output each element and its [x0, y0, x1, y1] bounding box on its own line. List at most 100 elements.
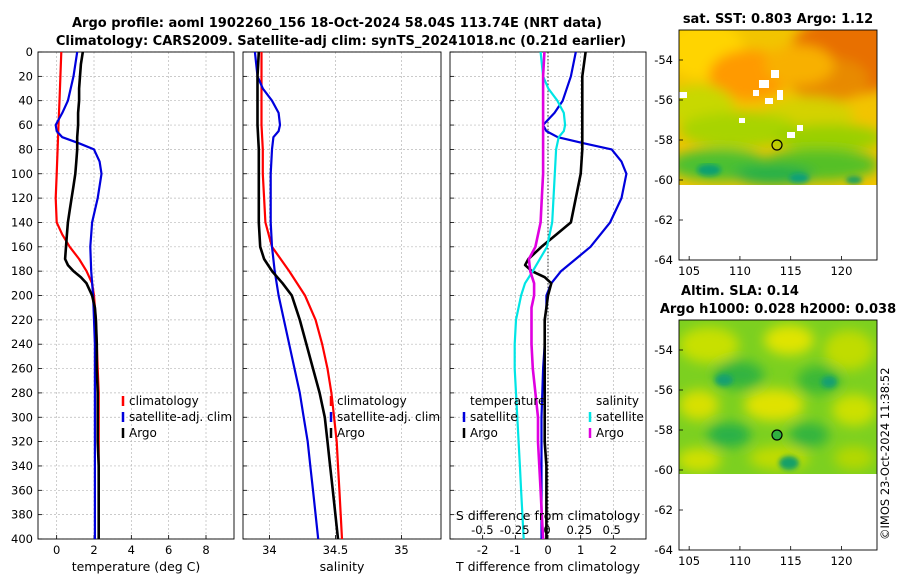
y-tick-label: 320 — [11, 435, 33, 449]
difference-legend: temperature satellite Argo salinity sate… — [462, 394, 644, 440]
y-tick-label: 0 — [26, 45, 33, 59]
map-x-tick-label: 110 — [729, 554, 751, 568]
legend-label-satellite: satellite-adj. clim — [337, 410, 440, 424]
x-tick-label-top: 0.25 — [567, 523, 593, 537]
legend-label-t-satellite: satellite — [470, 410, 518, 424]
temperature-legend: climatology satellite-adj. clim Argo — [121, 394, 232, 440]
salinity-xlabel: salinity — [320, 559, 365, 574]
imos-watermark: ©IMOS 23-Oct-2024 11:38:52 — [878, 367, 892, 540]
x-tick-label: -2 — [477, 543, 488, 557]
y-tick-label: 40 — [18, 94, 33, 108]
legend-title-salinity: salinity — [596, 394, 639, 408]
map-x-tick-label: 120 — [830, 264, 852, 278]
series-line-climatology — [260, 52, 344, 539]
x-tick-label: 8 — [202, 543, 209, 557]
map-y-tick-label: -54 — [654, 53, 673, 67]
argo-position-marker — [771, 139, 783, 151]
legend-label-s-argo: Argo — [596, 426, 624, 440]
x-tick-label: -1 — [510, 543, 521, 557]
map-x-tick-label: 105 — [678, 264, 700, 278]
sla-map-title: Altim. SLA: 0.14 — [681, 284, 799, 299]
map-x-tick-label: 110 — [729, 264, 751, 278]
sla-map-image — [679, 320, 877, 550]
sla-map-subtitle: Argo h1000: 0.028 h2000: 0.038 — [660, 302, 896, 317]
y-tick-label: 100 — [11, 167, 33, 181]
legend-label-satellite: satellite-adj. clim — [129, 410, 232, 424]
x-tick-label: 4 — [128, 543, 135, 557]
map-y-tick-label: -60 — [654, 463, 673, 477]
x-tick-label: 34.5 — [323, 543, 349, 557]
y-tick-label: 140 — [11, 215, 33, 229]
map-y-tick-label: -64 — [654, 543, 673, 557]
x-tick-label: 35 — [394, 543, 409, 557]
legend-title-temperature: temperature — [470, 394, 545, 408]
series-line-satellite-adj-clim — [253, 52, 320, 539]
y-tick-label: 240 — [11, 337, 33, 351]
series-line-argo — [63, 52, 100, 539]
legend-label-climatology: climatology — [129, 394, 199, 408]
map-y-tick-label: -56 — [654, 383, 673, 397]
y-tick-label: 340 — [11, 459, 33, 473]
map-x-tick-label: 115 — [780, 554, 802, 568]
temperature-panel: 0204060801001201401601802002202402602803… — [11, 45, 235, 574]
x-tick-label: 1 — [577, 543, 584, 557]
series-line-satellite-adj-clim — [54, 52, 103, 539]
map-x-tick-label: 120 — [830, 554, 852, 568]
x-tick-label: 0 — [53, 543, 60, 557]
map-y-tick-label: -58 — [654, 133, 673, 147]
y-tick-label: 260 — [11, 362, 33, 376]
sla-map-frame — [678, 319, 878, 551]
legend-label-s-satellite: satellite — [596, 410, 644, 424]
legend-label-argo: Argo — [337, 426, 365, 440]
main-title-line2: Climatology: CARS2009. Satellite-adj cli… — [56, 34, 626, 49]
series-line-s-argo — [527, 52, 546, 539]
sst-map-image — [679, 30, 877, 260]
y-tick-label: 200 — [11, 289, 33, 303]
y-tick-label: 360 — [11, 483, 33, 497]
series-line-t-argo — [523, 52, 587, 539]
map-x-tick-label: 115 — [780, 264, 802, 278]
legend-label-t-argo: Argo — [470, 426, 498, 440]
x-tick-label: 6 — [165, 543, 172, 557]
y-tick-label: 280 — [11, 386, 33, 400]
x-tick-label-top: 0.5 — [603, 523, 621, 537]
map-y-tick-label: -54 — [654, 343, 673, 357]
y-tick-label: 400 — [11, 532, 33, 546]
sst-map-frame — [678, 29, 878, 261]
x-tick-label: 0 — [544, 543, 551, 557]
map-y-tick-label: -62 — [654, 213, 673, 227]
y-tick-label: 160 — [11, 240, 33, 254]
x-tick-label: 2 — [610, 543, 617, 557]
x-tick-label: 34 — [262, 543, 277, 557]
map-y-tick-label: -56 — [654, 93, 673, 107]
series-line-argo — [256, 52, 340, 539]
y-tick-label: 80 — [18, 142, 33, 156]
map-y-tick-label: -58 — [654, 423, 673, 437]
temperature-xlabel: temperature (deg C) — [72, 559, 201, 574]
series-line-s-satellite — [513, 52, 567, 539]
sst-map-title: sat. SST: 0.803 Argo: 1.12 — [683, 12, 873, 27]
y-tick-label: 120 — [11, 191, 33, 205]
map-y-tick-label: -60 — [654, 173, 673, 187]
difference-xlabel-top: S difference from climatology — [456, 508, 641, 523]
y-tick-label: 180 — [11, 264, 33, 278]
y-tick-label: 20 — [18, 69, 33, 83]
difference-panel: -2 -1 0 1 2 S difference from climatology -0… — [449, 51, 647, 574]
x-tick-label: 2 — [90, 543, 97, 557]
legend-label-climatology: climatology — [337, 394, 407, 408]
difference-xlabel: T difference from climatology — [455, 559, 641, 574]
sla-map: Altim. SLA: 0.14 Argo h1000: 0.028 h2000… — [654, 284, 896, 568]
salinity-legend: climatology satellite-adj. clim Argo — [329, 394, 440, 440]
x-tick-label-top: 0 — [543, 523, 550, 537]
x-tick-label-top: -0.25 — [500, 523, 530, 537]
y-tick-label: 300 — [11, 410, 33, 424]
map-y-tick-label: -62 — [654, 503, 673, 517]
y-tick-label: 380 — [11, 508, 33, 522]
sst-map: sat. SST: 0.803 Argo: 1.12 — [654, 12, 878, 278]
map-x-tick-label: 105 — [678, 554, 700, 568]
main-title-line1: Argo profile: aoml 1902260_156 18-Oct-20… — [72, 16, 602, 31]
argo-position-marker — [771, 429, 783, 441]
x-tick-label-top: -0.5 — [471, 523, 493, 537]
salinity-panel: 34 34.5 35 salinity climatology satellite-… — [242, 51, 442, 574]
